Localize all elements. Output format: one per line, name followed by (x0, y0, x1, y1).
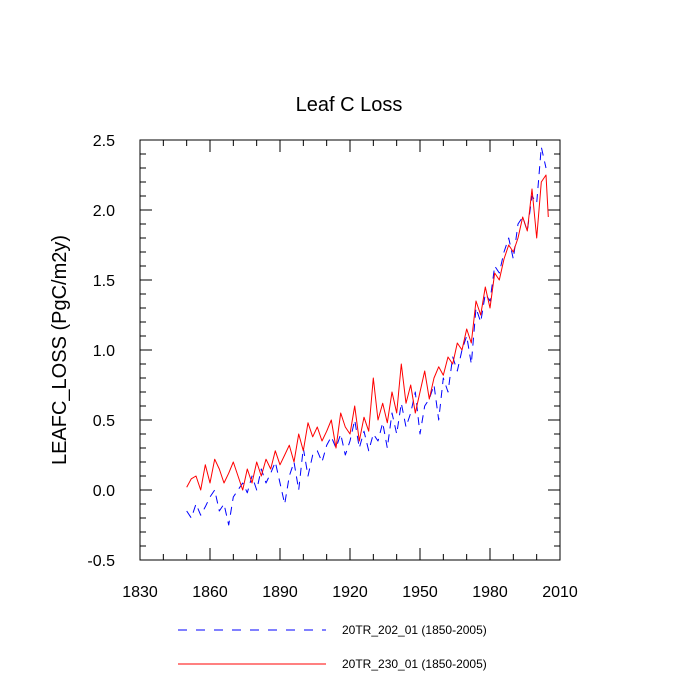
x-tick-label: 1920 (332, 584, 368, 601)
y-tick-label: 1.5 (93, 273, 115, 290)
y-tick-label: 2.0 (93, 203, 115, 220)
legend-label-1: 20TR_202_01 (1850-2005) (342, 623, 487, 637)
x-tick-label: 1860 (192, 584, 228, 601)
y-tick-label: 1.0 (93, 343, 115, 360)
y-axis-label: LEAFC_LOSS (PgC/m2y) (49, 235, 71, 465)
chart-title: Leaf C Loss (296, 94, 403, 116)
x-tick-label: 1980 (472, 584, 508, 601)
legend: 20TR_202_01 (1850-2005) 20TR_230_01 (1850… (178, 623, 487, 671)
axes: 1830 1860 1890 1920 1950 1980 2010 -0.5 0.0 0.5 1.… (87, 133, 577, 601)
y-tick-label: 0.0 (93, 483, 115, 500)
x-tick-label: 1830 (122, 584, 158, 601)
series-line-2 (186, 174, 549, 491)
y-tick-label: 0.5 (93, 413, 115, 430)
x-tick-label: 1950 (402, 584, 438, 601)
y-tick-label: 2.5 (93, 133, 115, 150)
x-tick-label: 1890 (262, 584, 298, 601)
y-tick-label: -0.5 (87, 553, 115, 570)
series-line-1 (186, 146, 547, 526)
legend-label-2: 20TR_230_01 (1850-2005) (342, 657, 487, 671)
series-lines (186, 146, 549, 526)
x-tick-label: 2010 (542, 584, 578, 601)
